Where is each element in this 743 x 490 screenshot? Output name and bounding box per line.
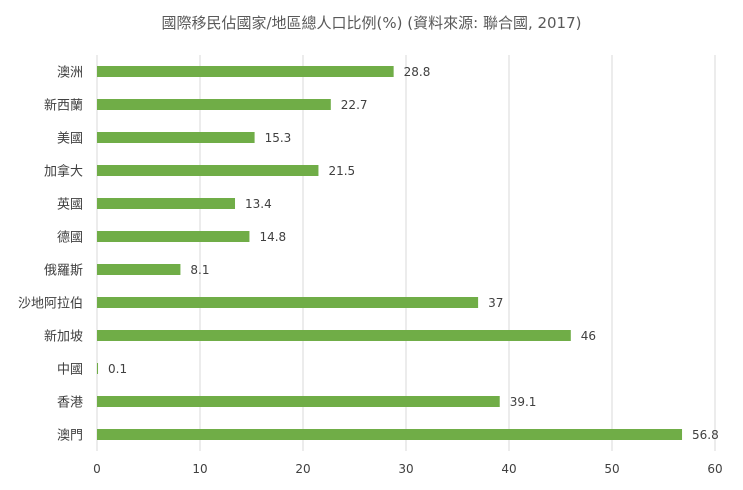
data-label: 22.7 — [341, 98, 368, 112]
category-label: 沙地阿拉伯 — [18, 297, 83, 312]
data-label: 13.4 — [245, 197, 272, 211]
bar — [97, 429, 683, 440]
category-label: 新加坡 — [44, 329, 83, 345]
data-label: 39.1 — [510, 395, 537, 409]
data-label: 0.1 — [108, 362, 127, 376]
x-tick-label: 10 — [192, 462, 207, 476]
bar — [97, 198, 236, 209]
bar — [97, 330, 571, 341]
category-label: 美國 — [57, 132, 83, 147]
data-label: 56.8 — [692, 428, 719, 442]
x-tick-label: 0 — [93, 462, 101, 476]
bars — [97, 66, 683, 440]
x-tick-label: 60 — [707, 462, 722, 476]
data-label: 28.8 — [404, 65, 431, 79]
x-tick-label: 20 — [295, 462, 310, 476]
data-label: 8.1 — [190, 263, 209, 277]
category-label: 中國 — [57, 363, 83, 378]
x-axis-tick-labels: 0 10 20 30 40 50 60 — [93, 462, 722, 476]
category-label: 加拿大 — [44, 164, 83, 180]
x-tick-label: 30 — [398, 462, 413, 476]
x-tick-label: 40 — [501, 462, 516, 476]
bar — [97, 297, 479, 308]
bar — [97, 264, 181, 275]
data-label: 14.8 — [259, 230, 286, 244]
category-label: 德國 — [57, 231, 83, 246]
data-label: 21.5 — [328, 164, 355, 178]
bar — [97, 132, 255, 143]
bar — [97, 99, 331, 110]
data-label: 46 — [581, 329, 596, 343]
category-label: 新西蘭 — [44, 98, 83, 114]
bar — [97, 363, 99, 374]
data-label: 15.3 — [265, 131, 292, 145]
data-labels: 28.8 22.7 15.3 21.5 13.4 14.8 8.1 37 46 0.1 39.1 56… — [108, 65, 719, 442]
gridlines — [96, 55, 716, 451]
x-tick-label: 50 — [604, 462, 619, 476]
data-label: 37 — [488, 296, 503, 310]
category-label: 英國 — [57, 198, 83, 213]
bar — [97, 396, 500, 407]
bar — [97, 231, 250, 242]
category-label: 香港 — [57, 396, 83, 411]
bar — [97, 66, 394, 77]
category-label: 俄羅斯 — [44, 264, 83, 279]
category-label: 澳門 — [57, 428, 83, 444]
bar — [97, 165, 319, 176]
chart-title: 國際移民佔國家/地區總人口比例(%) (資料來源: 聯合國, 2017) — [161, 14, 582, 32]
category-label: 澳洲 — [57, 65, 83, 81]
